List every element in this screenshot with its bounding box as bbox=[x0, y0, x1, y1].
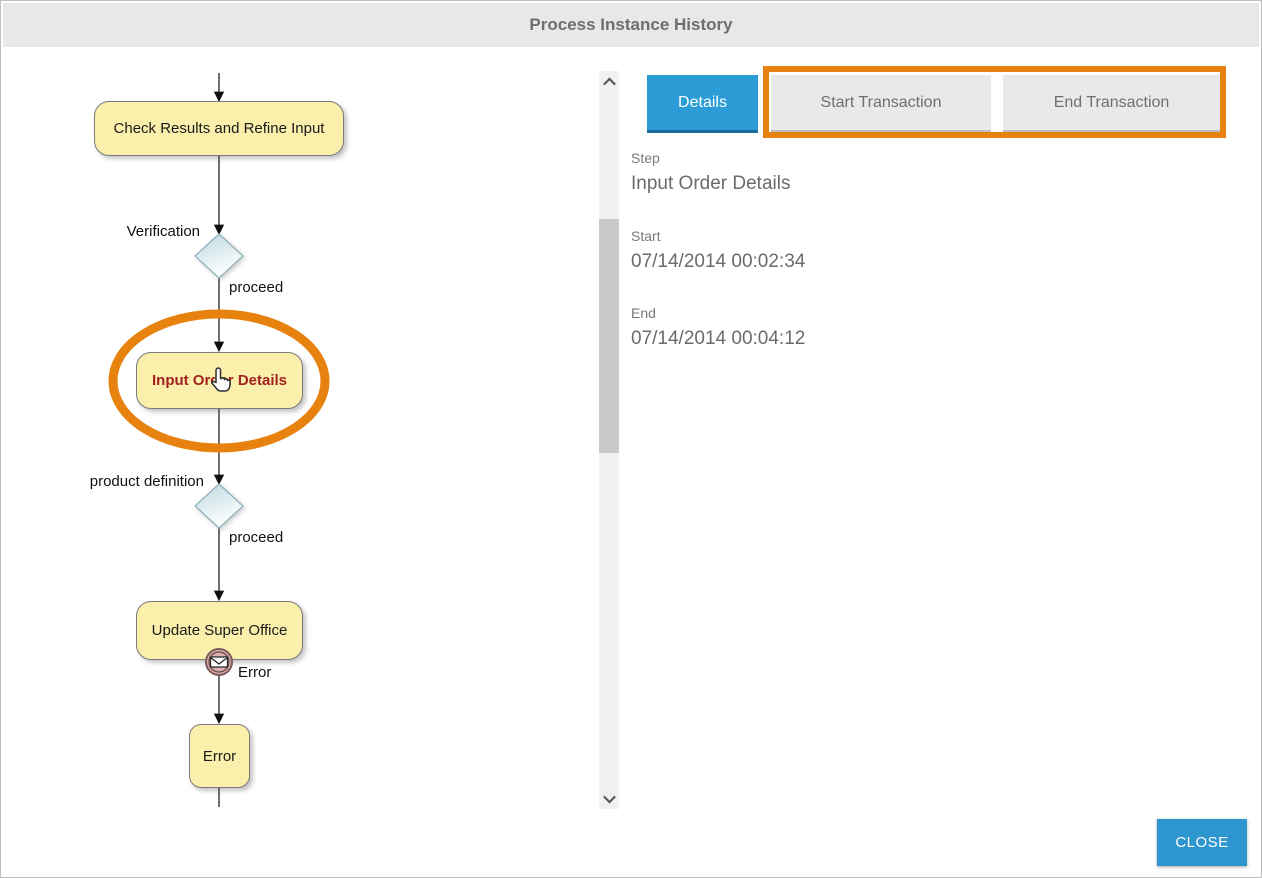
end-field-label: End bbox=[631, 305, 656, 321]
scrollbar-thumb[interactable] bbox=[599, 219, 619, 453]
tab-details-label: Details bbox=[678, 93, 727, 111]
gateway-product-definition-label: product definition bbox=[89, 473, 204, 490]
close-button[interactable]: CLOSE bbox=[1157, 819, 1247, 866]
tab-details[interactable]: Details bbox=[647, 75, 758, 133]
flow-task-check-results[interactable]: Check Results and Refine Input bbox=[94, 101, 344, 156]
flow-task-error-label: Error bbox=[202, 747, 237, 765]
scroll-up-button[interactable] bbox=[599, 73, 619, 91]
dialog-titlebar: Process Instance History bbox=[3, 3, 1259, 47]
step-field-label: Step bbox=[631, 150, 660, 166]
gateway-verification-diamond bbox=[194, 233, 244, 279]
flow-task-update-super-office-label: Update Super Office bbox=[151, 622, 288, 639]
dialog-title: Process Instance History bbox=[529, 15, 733, 34]
scroll-up-icon bbox=[602, 77, 616, 90]
edge-proceed-label-2: proceed bbox=[229, 529, 284, 546]
tab-end-transaction[interactable]: End Transaction bbox=[1003, 75, 1220, 133]
start-field-value: 07/14/2014 00:02:34 bbox=[631, 251, 806, 272]
gateway-verification-label: Verification bbox=[126, 223, 200, 240]
gateway-product-definition-diamond bbox=[194, 483, 244, 529]
start-field-label: Start bbox=[631, 228, 661, 244]
flow-task-input-order-details[interactable]: Input Order Details bbox=[136, 352, 303, 409]
flow-task-error[interactable]: Error bbox=[189, 724, 250, 788]
close-button-label: CLOSE bbox=[1175, 834, 1229, 851]
flow-task-update-super-office[interactable]: Update Super Office bbox=[136, 601, 303, 660]
tab-start-transaction[interactable]: Start Transaction bbox=[771, 75, 991, 133]
scroll-down-button[interactable] bbox=[599, 789, 619, 807]
diagram-scrollbar[interactable] bbox=[599, 71, 619, 809]
edge-proceed-label-1: proceed bbox=[229, 279, 284, 296]
tab-start-transaction-label: Start Transaction bbox=[820, 93, 942, 111]
flow-task-check-results-label: Check Results and Refine Input bbox=[113, 120, 325, 137]
boundary-error-label: Error bbox=[238, 664, 272, 681]
flow-task-input-order-details-label: Input Order Details bbox=[151, 372, 288, 389]
scroll-down-icon bbox=[602, 790, 616, 803]
end-field-value: 07/14/2014 00:04:12 bbox=[631, 328, 806, 349]
step-field-value: Input Order Details bbox=[631, 173, 791, 194]
tab-end-transaction-label: End Transaction bbox=[1053, 93, 1170, 111]
